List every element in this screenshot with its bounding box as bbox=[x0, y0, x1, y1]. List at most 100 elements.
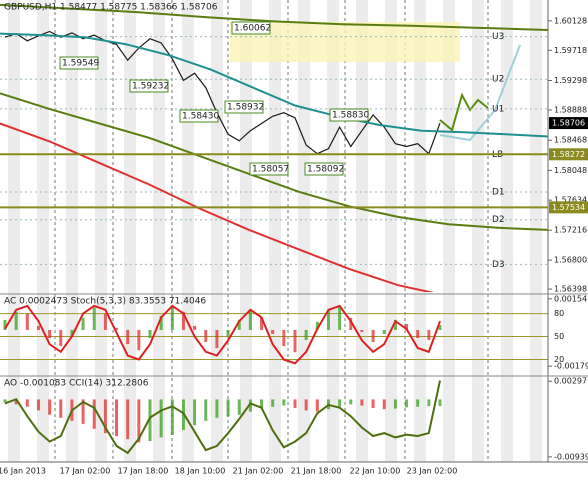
y-tick-label: 1.58468 bbox=[554, 136, 587, 145]
session-band bbox=[501, 0, 513, 462]
histogram-bar bbox=[349, 399, 353, 405]
histogram-bar bbox=[438, 399, 442, 407]
histogram-bar bbox=[204, 399, 208, 421]
histogram-bar bbox=[81, 317, 85, 330]
session-band bbox=[530, 0, 542, 462]
price-tag-label: 1.58706 bbox=[552, 119, 585, 128]
histogram-bar bbox=[59, 329, 63, 347]
histogram-bar bbox=[271, 329, 275, 334]
price-tag-label: 1.57534 bbox=[552, 203, 585, 212]
histogram-bar bbox=[349, 317, 353, 330]
session-band bbox=[269, 0, 281, 462]
y-tick-label: 1.58888 bbox=[554, 106, 587, 115]
session-band bbox=[211, 0, 223, 462]
histogram-bar bbox=[36, 399, 40, 411]
annotation-box bbox=[129, 79, 169, 93]
histogram-bar bbox=[315, 399, 319, 412]
histogram-bar bbox=[81, 399, 85, 424]
histogram-bar bbox=[237, 319, 241, 330]
histogram-bar bbox=[371, 399, 375, 408]
annotation-box bbox=[224, 100, 264, 114]
series-line bbox=[4, 380, 441, 455]
series-group bbox=[0, 122, 435, 292]
x-tick-label: 17 Jan 18:00 bbox=[118, 467, 169, 476]
series-group bbox=[0, 32, 548, 138]
level-label: U1 bbox=[492, 104, 504, 114]
annotation-box bbox=[231, 21, 271, 35]
annotation-box bbox=[249, 162, 289, 176]
moving-average bbox=[0, 3, 548, 31]
histogram-bar bbox=[170, 399, 174, 435]
level-label: U3 bbox=[492, 32, 504, 42]
panel-title: AO -0.001083 CCI(14) 312.2806 bbox=[4, 379, 149, 389]
annotation: 1.59232 bbox=[132, 82, 169, 92]
moving-average bbox=[0, 122, 435, 292]
histogram-bar bbox=[405, 399, 409, 408]
panel-title: AC 0.0002473 Stoch(5,3,3) 83.3553 71.404… bbox=[4, 297, 206, 307]
histogram-bar bbox=[181, 311, 185, 330]
session-band bbox=[385, 0, 397, 462]
forecast bbox=[439, 92, 489, 132]
x-tick-label: 18 Jan 10:00 bbox=[175, 467, 226, 476]
histogram-bar bbox=[382, 399, 386, 410]
session-band bbox=[298, 0, 310, 462]
session-band bbox=[356, 0, 368, 462]
y2-tick-label: 0.00154 bbox=[554, 294, 587, 303]
histogram-bar bbox=[193, 399, 197, 426]
chart-title: GBPUSD,H1 1.58477 1.58775 1.58366 1.5870… bbox=[4, 3, 218, 13]
y2-tick-label: -0.00939 bbox=[554, 452, 588, 461]
price-tag bbox=[549, 117, 588, 130]
histogram-bar bbox=[193, 325, 197, 330]
annotation: 1.60062 bbox=[234, 24, 271, 34]
histogram-bar bbox=[248, 309, 252, 330]
histogram-bar bbox=[25, 399, 29, 407]
x-tick-label: 23 Jan 02:00 bbox=[407, 467, 458, 476]
y-tick-label: 80 bbox=[554, 309, 564, 318]
price-tag bbox=[549, 201, 588, 214]
histogram-bar bbox=[338, 399, 342, 407]
histogram-bar bbox=[360, 329, 364, 332]
histogram-bar bbox=[438, 324, 442, 330]
annotation: 1.58430 bbox=[182, 112, 219, 122]
x-tick-label: 21 Jan 02:00 bbox=[233, 467, 284, 476]
histogram-bar bbox=[215, 329, 219, 349]
session-band bbox=[443, 0, 455, 462]
x-tick-label: 22 Jan 10:00 bbox=[350, 467, 401, 476]
histogram-bar bbox=[48, 399, 52, 415]
y-tick-label: 1.59298 bbox=[554, 76, 587, 85]
histogram-bar bbox=[25, 313, 29, 330]
histogram-bar bbox=[226, 329, 230, 337]
histogram-bar bbox=[148, 399, 152, 442]
histogram-bar bbox=[293, 329, 297, 353]
histogram-bar bbox=[315, 321, 319, 330]
histogram-bar bbox=[237, 399, 241, 415]
histogram-bar bbox=[304, 399, 308, 411]
annotation-box bbox=[59, 56, 99, 70]
annotation-box bbox=[329, 108, 369, 122]
session-band bbox=[8, 0, 20, 462]
series-group bbox=[0, 3, 548, 31]
histogram-bar bbox=[338, 305, 342, 330]
y-tick-label: 1.56398 bbox=[554, 285, 587, 294]
plot-layer: 1.56398 1.56800 1.57216 1.57634 1.58048 1.584… bbox=[0, 3, 588, 476]
histogram-bar bbox=[103, 399, 107, 434]
histogram-bar bbox=[137, 329, 141, 351]
histogram-bar bbox=[115, 399, 119, 437]
histogram-bar bbox=[293, 399, 297, 408]
y-tick-label: 1.60128 bbox=[554, 16, 587, 25]
series-group bbox=[0, 92, 548, 231]
histogram-bar bbox=[59, 399, 63, 418]
histogram-bar bbox=[393, 319, 397, 330]
level-label: U2 bbox=[492, 75, 504, 85]
histogram-bar bbox=[92, 399, 96, 429]
moving-average bbox=[0, 92, 548, 231]
histogram-bar bbox=[393, 399, 397, 409]
histogram-bar bbox=[14, 311, 18, 330]
histogram-bar bbox=[427, 329, 431, 341]
y-tick-label: 1.59718 bbox=[554, 46, 587, 55]
session-band bbox=[37, 0, 49, 462]
histogram-bar bbox=[282, 399, 286, 406]
y-tick-label: 50 bbox=[554, 332, 564, 341]
